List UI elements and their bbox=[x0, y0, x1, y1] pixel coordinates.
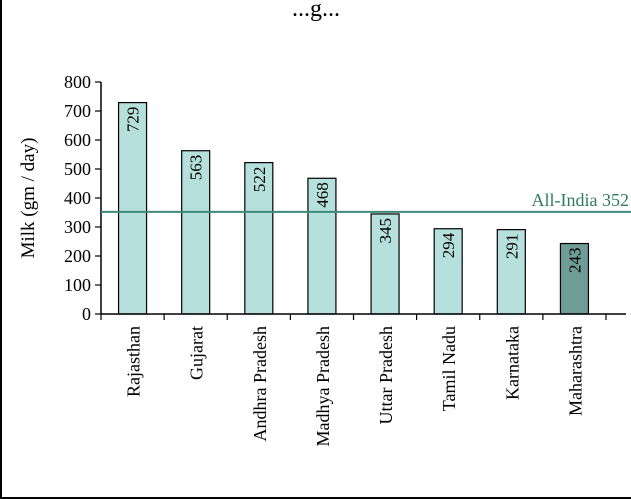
bars: 729 563 522 468 345 294 291 243 bbox=[117, 101, 590, 315]
bar-value-label: 294 bbox=[439, 232, 458, 258]
x-tick-label: Karnataka bbox=[502, 326, 522, 400]
bar-value-label: 243 bbox=[565, 248, 584, 274]
x-tick-label: Maharashtra bbox=[565, 326, 585, 416]
reference-line-group: All-India 352 bbox=[101, 190, 631, 213]
y-tick-label: 200 bbox=[64, 246, 91, 266]
bar-value-label: 468 bbox=[313, 182, 332, 208]
y-tick-label: 700 bbox=[64, 101, 91, 121]
y-tick-label: 400 bbox=[64, 188, 91, 208]
y-axis: 0 100 200 300 400 500 600 700 800 bbox=[64, 72, 102, 324]
bar-value-label: 345 bbox=[376, 218, 395, 244]
y-tick-label: 800 bbox=[64, 72, 91, 92]
bar-value-label: 729 bbox=[124, 107, 143, 133]
bar-value-label: 291 bbox=[502, 234, 521, 259]
y-axis-label: Milk (gm / day) bbox=[18, 138, 39, 259]
x-tick-label: Rajasthan bbox=[124, 326, 144, 397]
bar-gujarat bbox=[181, 150, 211, 315]
bar-value-label: 563 bbox=[187, 155, 206, 181]
bar-uttar-pradesh bbox=[370, 213, 400, 315]
bar-andhra-pradesh bbox=[244, 162, 274, 315]
bar-value-label: 522 bbox=[250, 167, 269, 193]
bar-rajasthan bbox=[117, 101, 148, 315]
chart-title: ...g... bbox=[292, 0, 340, 22]
y-tick-label: 0 bbox=[82, 304, 91, 324]
x-tick-label: Madhya Pradesh bbox=[313, 326, 333, 446]
y-tick-label: 600 bbox=[64, 130, 91, 150]
x-tick-label: Uttar Pradesh bbox=[376, 326, 396, 424]
x-axis: Rajasthan Gujarat Andhra Pradesh Madhya Pra… bbox=[100, 313, 626, 446]
x-tick-label: Andhra Pradesh bbox=[250, 326, 270, 441]
x-tick-label: Tamil Nadu bbox=[439, 326, 459, 411]
y-tick-label: 300 bbox=[64, 217, 91, 237]
x-tick-label: Gujarat bbox=[187, 326, 207, 380]
bar-tamil-nadu bbox=[433, 228, 463, 315]
bar-madhya-pradesh bbox=[307, 177, 337, 315]
y-tick-label: 100 bbox=[64, 275, 91, 295]
y-tick-label: 500 bbox=[64, 159, 91, 179]
reference-line-label: All-India 352 bbox=[532, 190, 629, 210]
